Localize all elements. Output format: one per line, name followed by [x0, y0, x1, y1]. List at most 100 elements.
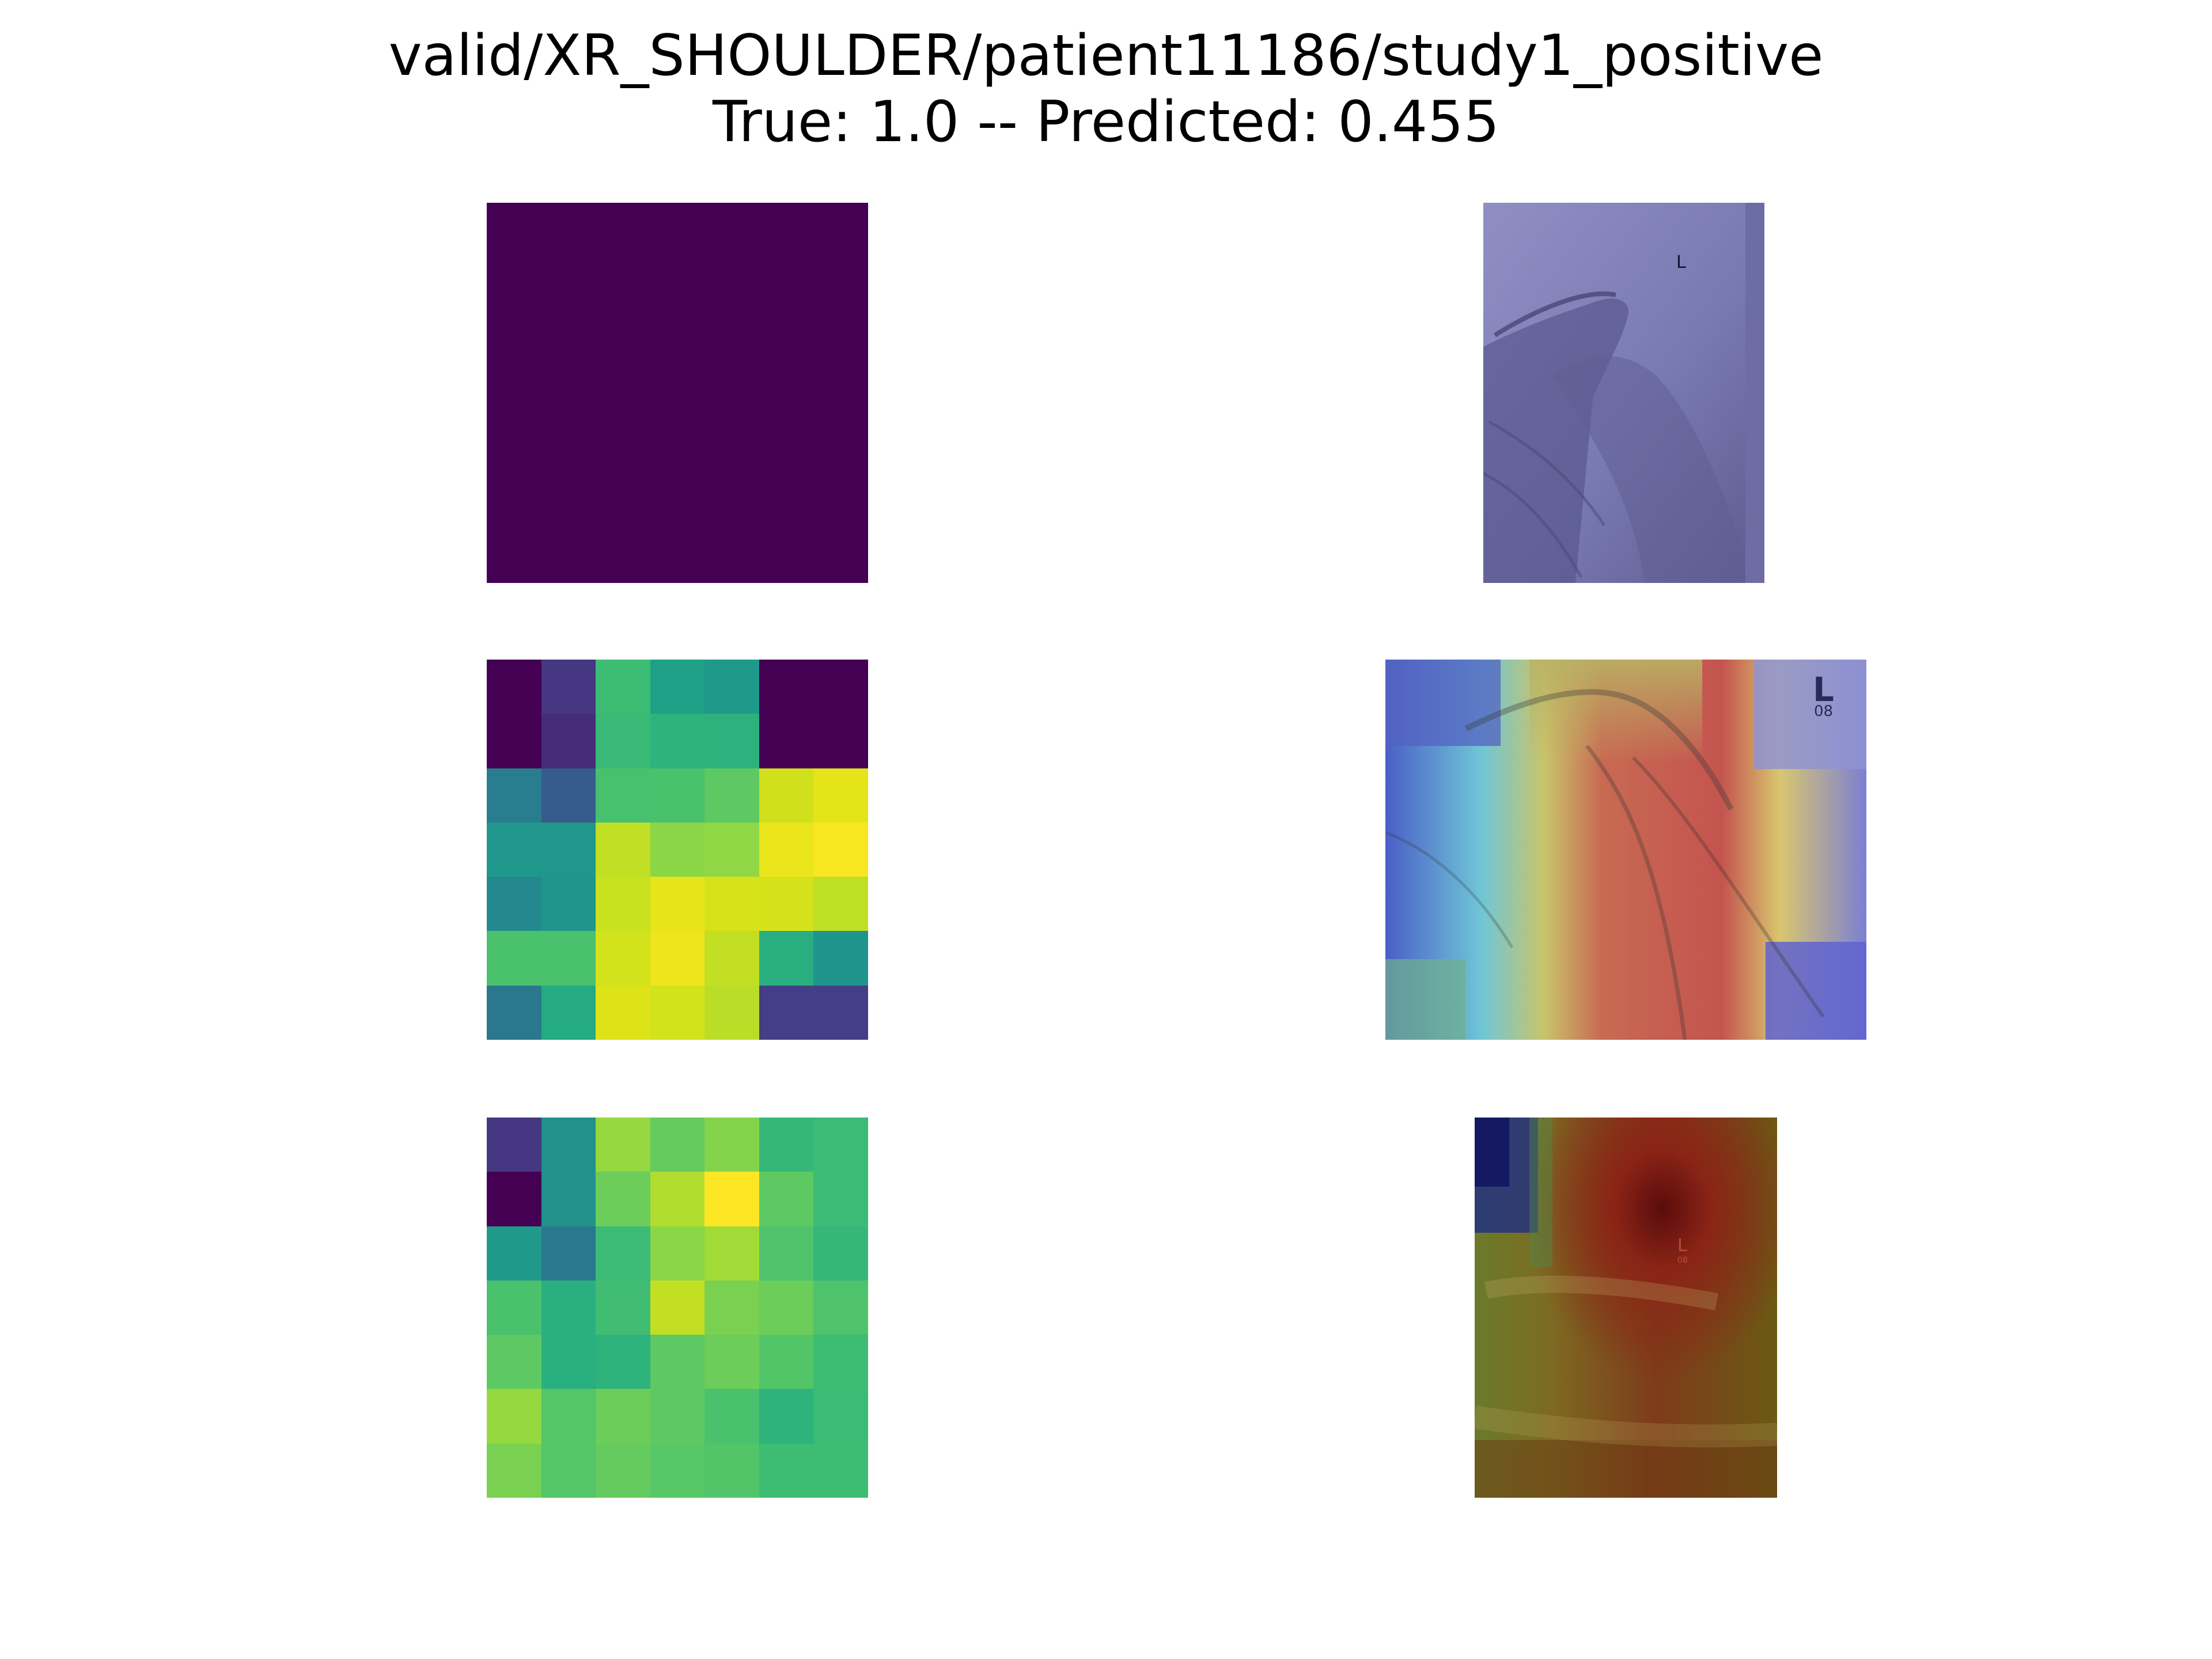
heatmap-cell — [487, 931, 541, 986]
heatmap-cell — [650, 1172, 705, 1226]
heatmap-cell — [541, 660, 596, 714]
xray-side-marker: L — [1813, 670, 1834, 709]
heatmap-cell — [759, 1443, 814, 1498]
heatmap-cell — [541, 714, 596, 768]
heatmap-cell — [650, 714, 705, 768]
figure-title-line2: True: 1.0 -- Predicted: 0.455 — [713, 89, 1499, 155]
heatmap-cell — [813, 1389, 868, 1444]
heatmap-cell — [487, 822, 541, 877]
heatmap-cell — [759, 985, 814, 1040]
heatmap-cell — [650, 1226, 705, 1281]
heatmap-cell — [813, 1226, 868, 1281]
heatmap-cell — [487, 768, 541, 823]
heatmap-cell — [541, 1335, 596, 1389]
heatmap-cell — [759, 1118, 814, 1172]
xray-overlay-row3: L 08 — [1475, 1118, 1777, 1498]
heatmap-cell — [541, 1280, 596, 1335]
heatmap-cell — [704, 1118, 759, 1172]
heatmap-cell — [759, 1389, 814, 1444]
heatmap-cell — [650, 985, 705, 1040]
heatmap-cell — [759, 1172, 814, 1226]
heatmap-cell — [487, 1389, 541, 1444]
heatmap-cell — [813, 1443, 868, 1498]
heatmap-cell — [487, 877, 541, 931]
activation-map-row3 — [487, 1118, 868, 1498]
heatmap-cell — [704, 1226, 759, 1281]
heatmap-cell — [596, 1172, 650, 1226]
heatmap-cell — [704, 714, 759, 768]
xray-side-marker: L — [1676, 252, 1686, 272]
heatmap-cell — [596, 768, 650, 823]
heatmap-cell — [813, 931, 868, 986]
heatmap-cell — [541, 1172, 596, 1226]
xray-marker-number: 08 — [1677, 1256, 1688, 1265]
figure-title: valid/XR_SHOULDER/patient11186/study1_po… — [0, 23, 2212, 156]
heatmap-cell — [813, 822, 868, 877]
heatmap-cell — [487, 1172, 541, 1226]
heatmap-cell — [487, 985, 541, 1040]
heatmap-cell — [596, 1335, 650, 1389]
heatmap-cell — [704, 985, 759, 1040]
heatmap-cell — [704, 822, 759, 877]
heatmap-cell — [759, 1280, 814, 1335]
heatmap-cell — [650, 1335, 705, 1389]
heatmap-cell — [596, 1226, 650, 1281]
heatmap-cell — [704, 1443, 759, 1498]
heatmap-cell — [541, 768, 596, 823]
heatmap-cell — [541, 1443, 596, 1498]
heatmap-cell — [596, 931, 650, 986]
heatmap-cell — [704, 877, 759, 931]
heatmap-cell — [813, 768, 868, 823]
heatmap-cell — [596, 822, 650, 877]
heatmap-cell — [759, 768, 814, 823]
heatmap-cell — [813, 1172, 868, 1226]
heatmap-cell — [541, 822, 596, 877]
heatmap-cell — [704, 931, 759, 986]
heatmap-cell — [650, 768, 705, 823]
heatmap-cell — [541, 1389, 596, 1444]
xray-overlay-row1: L — [1483, 203, 1764, 583]
heatmap-cell — [704, 1389, 759, 1444]
heatmap-cell — [813, 1118, 868, 1172]
heatmap-cell — [650, 931, 705, 986]
heatmap-cell — [487, 1443, 541, 1498]
heatmap-cell — [813, 714, 868, 768]
heatmap-cell — [650, 1389, 705, 1444]
heatmap-cell — [759, 660, 814, 714]
heatmap-cell — [541, 877, 596, 931]
heatmap-cell — [650, 1443, 705, 1498]
heatmap-cell — [759, 877, 814, 931]
heatmap-cell — [650, 822, 705, 877]
heatmap-cell — [704, 768, 759, 823]
heatmap-cell — [704, 660, 759, 714]
activation-map-row1 — [487, 203, 868, 583]
heatmap-cell — [596, 1118, 650, 1172]
heatmap-cell — [596, 660, 650, 714]
heatmap-cell — [759, 822, 814, 877]
heatmap-cell — [541, 1226, 596, 1281]
heatmap-cell — [487, 714, 541, 768]
heatmap-cell — [650, 1118, 705, 1172]
heatmap-cell — [487, 1280, 541, 1335]
heatmap-cell — [813, 877, 868, 931]
figure-title-line1: valid/XR_SHOULDER/patient11186/study1_po… — [388, 23, 1824, 89]
heatmap-cell — [541, 1118, 596, 1172]
heatmap-cell — [813, 985, 868, 1040]
heatmap-cell — [596, 714, 650, 768]
heatmap-cell — [650, 660, 705, 714]
heatmap-cell — [487, 1118, 541, 1172]
heatmap-cell — [650, 877, 705, 931]
heatmap-cell — [813, 1335, 868, 1389]
activation-map-row2 — [487, 660, 868, 1040]
heatmap-cell — [704, 1335, 759, 1389]
heatmap-cell — [759, 1226, 814, 1281]
xray-marker-number: 08 — [1814, 703, 1833, 720]
heatmap-cell — [813, 660, 868, 714]
xray-overlay-row2: L 08 — [1385, 660, 1866, 1040]
heatmap-cell — [759, 714, 814, 768]
heatmap-cell — [650, 1280, 705, 1335]
heatmap-cell — [596, 1280, 650, 1335]
heatmap-cell — [596, 1443, 650, 1498]
heatmap-cell — [759, 931, 814, 986]
xray-side-marker: L — [1677, 1236, 1687, 1256]
